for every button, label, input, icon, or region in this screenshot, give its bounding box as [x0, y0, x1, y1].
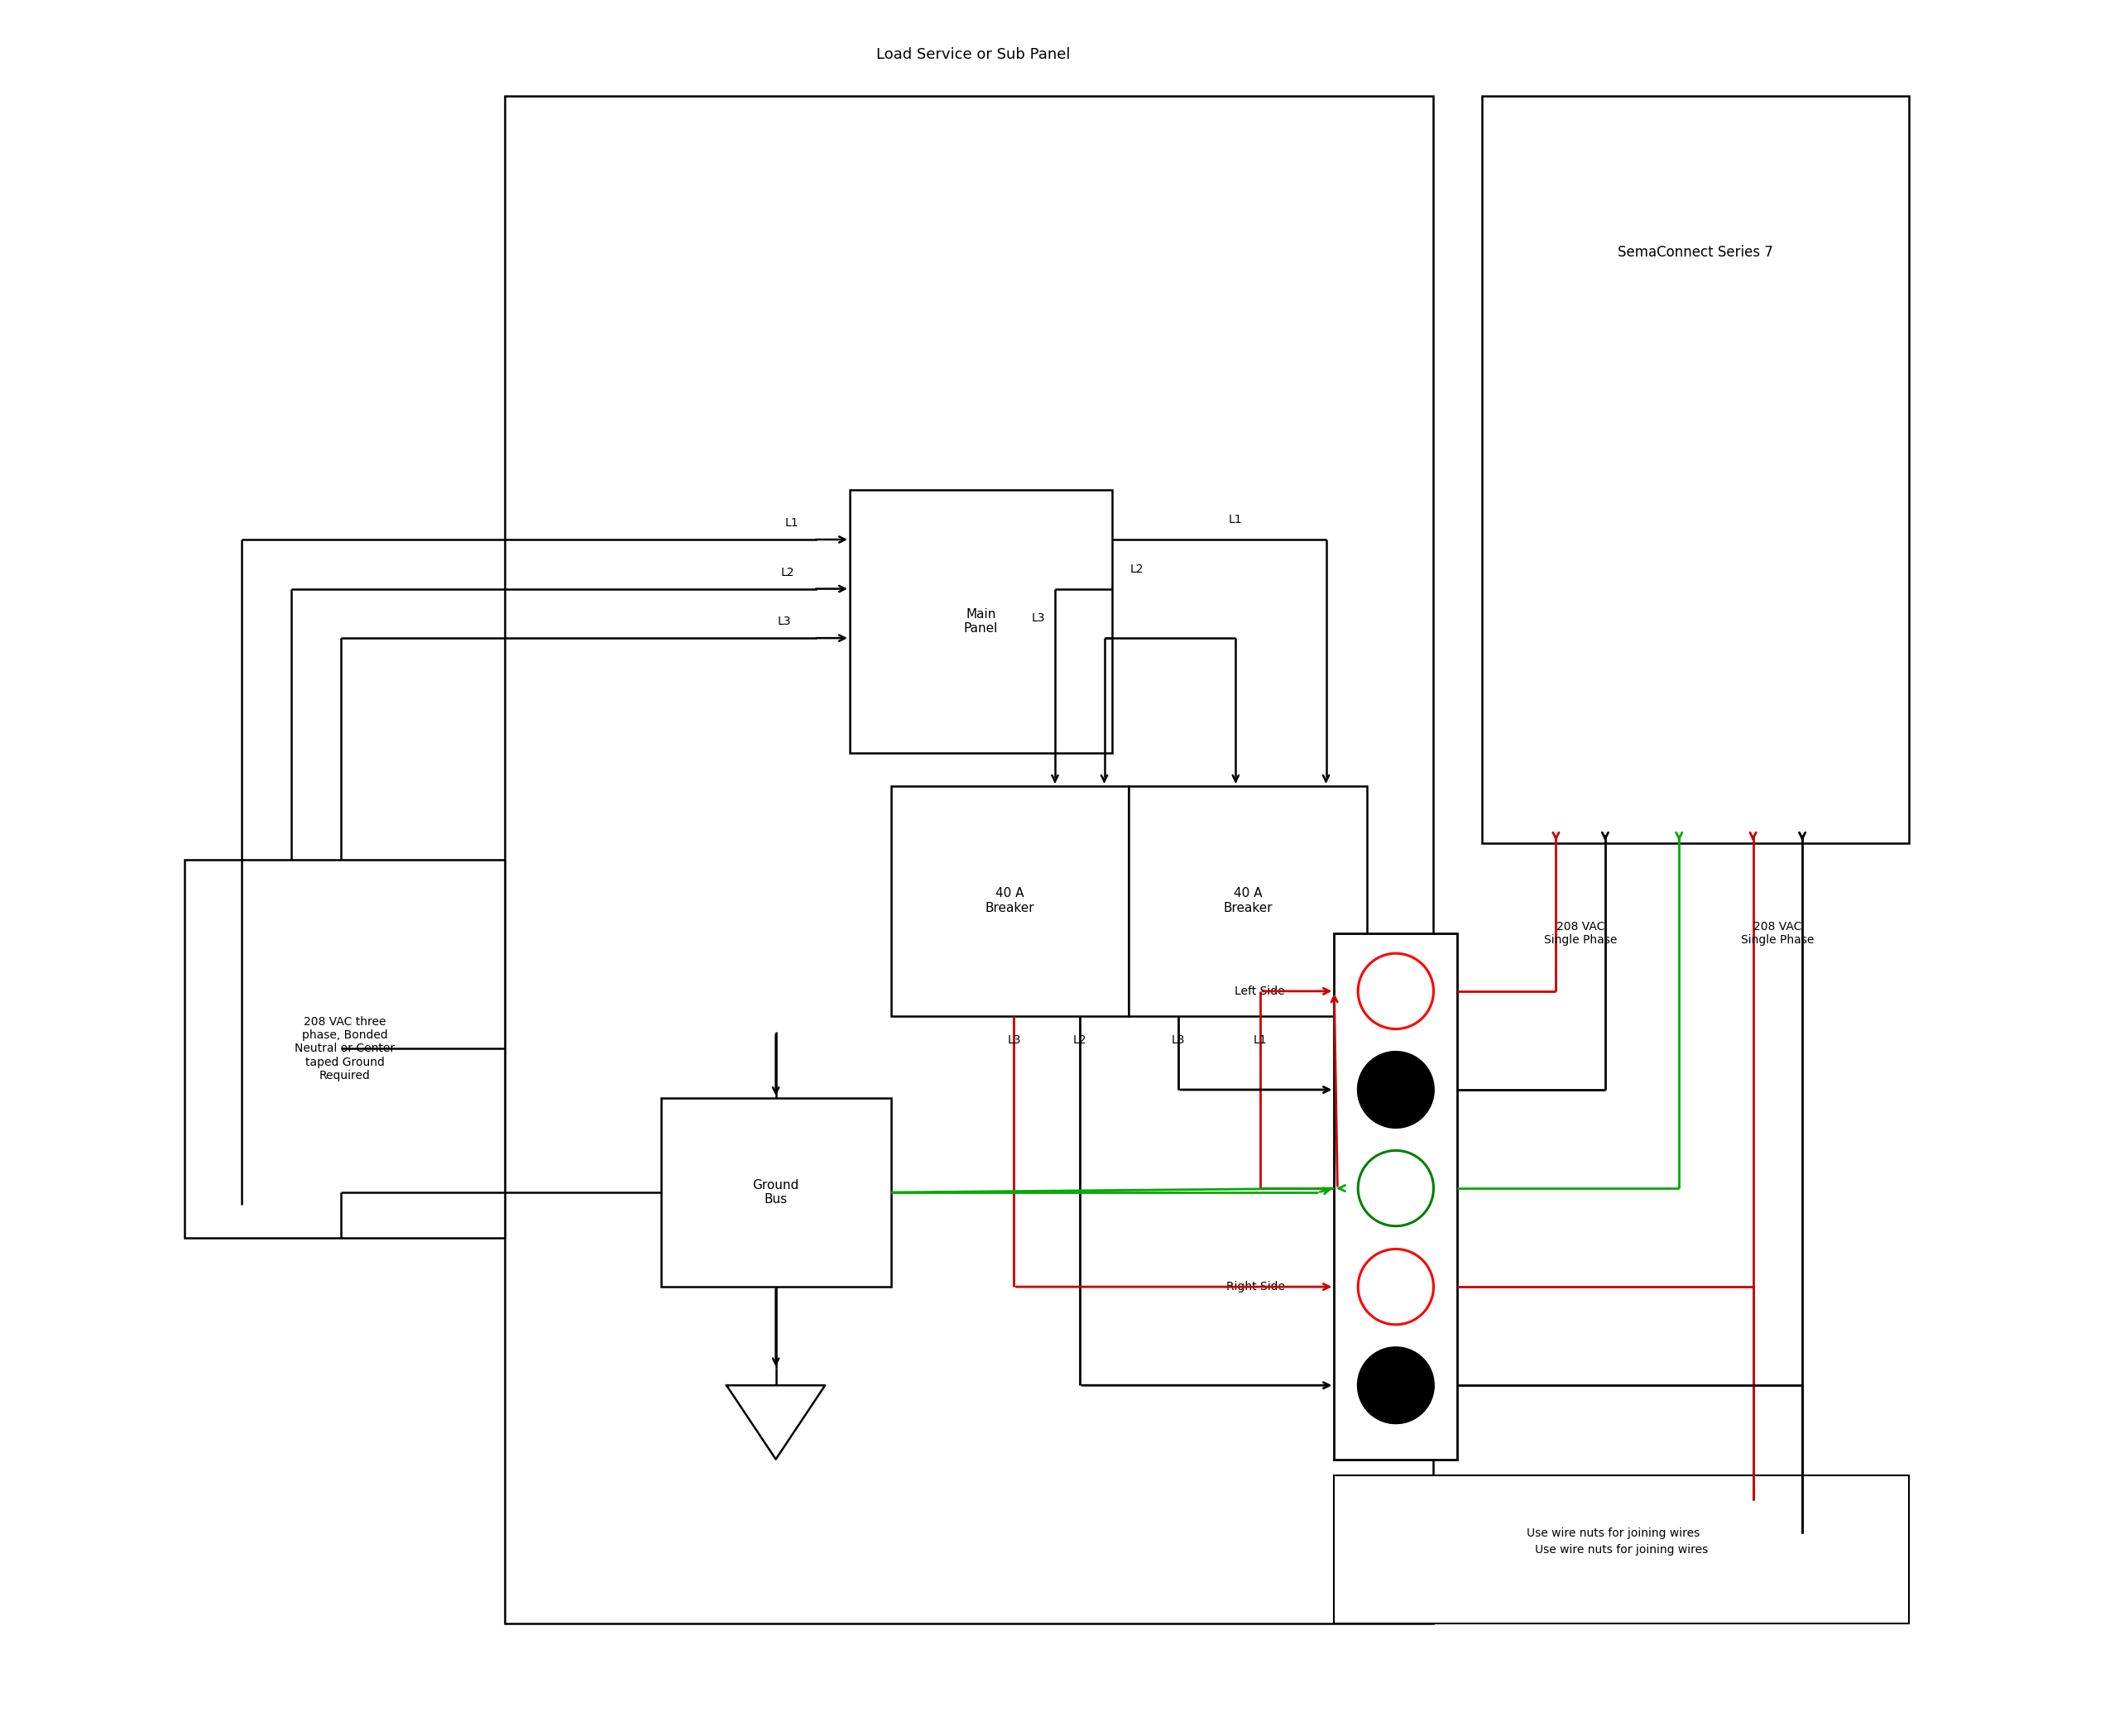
FancyBboxPatch shape [1334, 1476, 1910, 1623]
Text: 208 VAC
Single Phase: 208 VAC Single Phase [1741, 922, 1815, 946]
Text: L3: L3 [1171, 1035, 1186, 1047]
Text: 40 A
Breaker: 40 A Breaker [985, 887, 1034, 915]
Text: L3: L3 [1032, 613, 1044, 625]
Text: L2: L2 [1131, 562, 1144, 575]
Circle shape [1359, 1347, 1433, 1424]
Text: Load Service or Sub Panel: Load Service or Sub Panel [876, 47, 1070, 62]
Circle shape [1359, 1248, 1433, 1325]
FancyBboxPatch shape [184, 859, 504, 1238]
Circle shape [1359, 1052, 1433, 1127]
FancyBboxPatch shape [850, 490, 1112, 753]
Text: L2: L2 [781, 566, 793, 578]
Text: Use wire nuts for joining wires: Use wire nuts for joining wires [1528, 1528, 1701, 1538]
FancyBboxPatch shape [1334, 934, 1458, 1460]
FancyBboxPatch shape [890, 786, 1129, 1016]
Text: L1: L1 [785, 517, 800, 529]
Text: Ground
Bus: Ground Bus [753, 1179, 800, 1207]
FancyBboxPatch shape [1481, 95, 1910, 844]
Text: 40 A
Breaker: 40 A Breaker [1224, 887, 1272, 915]
Circle shape [1359, 953, 1433, 1029]
FancyBboxPatch shape [504, 95, 1433, 1623]
Text: 208 VAC
Single Phase: 208 VAC Single Phase [1545, 922, 1616, 946]
Text: L1: L1 [1253, 1035, 1268, 1047]
Text: L3: L3 [776, 616, 791, 627]
Text: Left Side: Left Side [1234, 986, 1285, 996]
Text: Use wire nuts for joining wires: Use wire nuts for joining wires [1536, 1543, 1709, 1555]
FancyBboxPatch shape [660, 1097, 890, 1286]
Text: Main
Panel: Main Panel [964, 608, 998, 635]
Text: Right Side: Right Side [1226, 1281, 1285, 1293]
Circle shape [1359, 1151, 1433, 1226]
Text: SemaConnect Series 7: SemaConnect Series 7 [1618, 245, 1772, 260]
FancyBboxPatch shape [1129, 786, 1367, 1016]
Text: L2: L2 [1072, 1035, 1087, 1047]
Text: L1: L1 [1228, 514, 1243, 526]
Text: L3: L3 [1006, 1035, 1021, 1047]
Text: 208 VAC three
phase, Bonded
Neutral or Center
taped Ground
Required: 208 VAC three phase, Bonded Neutral or C… [295, 1016, 395, 1082]
